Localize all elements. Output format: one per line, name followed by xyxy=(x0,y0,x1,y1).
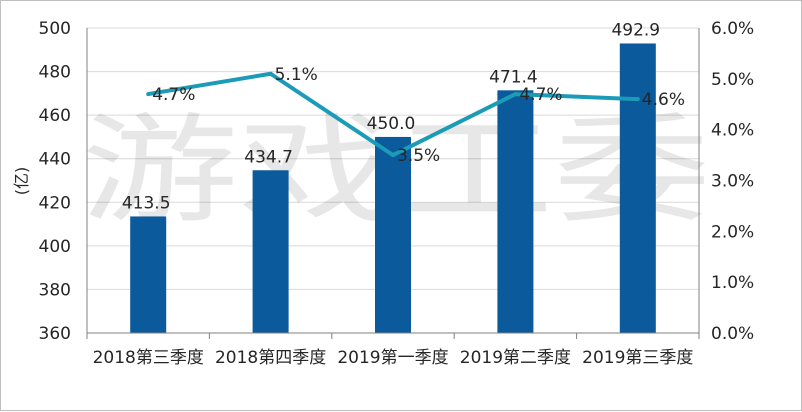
line-series xyxy=(146,71,640,158)
bar-series xyxy=(130,43,656,333)
line-value-label: 4.6% xyxy=(642,90,685,110)
bar xyxy=(252,170,289,333)
bar-value-label: 492.9 xyxy=(611,20,660,40)
bar-value-label: 413.5 xyxy=(122,193,171,213)
line-point xyxy=(391,153,395,158)
y-tick-label: 420 xyxy=(39,193,71,213)
line-point xyxy=(146,92,151,97)
x-tick-label: 2018第四季度 xyxy=(215,348,326,368)
y-tick-label: 460 xyxy=(39,106,71,126)
line-value-label: 4.7% xyxy=(519,85,562,105)
axes: 360 380 400 420 440 460 480 500 0.0% 1.0% 2.0% 3.0%… xyxy=(12,19,754,368)
y-tick-label: 360 xyxy=(39,324,71,344)
bar xyxy=(375,136,411,333)
bar-value-label: 434.7 xyxy=(244,147,293,167)
y-axis-title: (亿) xyxy=(12,167,31,196)
y-tick-label: 440 xyxy=(39,150,71,170)
bar xyxy=(130,216,167,333)
y2-tick-label: 3.0% xyxy=(711,172,754,192)
y-tick-label: 500 xyxy=(39,19,71,39)
x-tick-label: 2018第三季度 xyxy=(93,348,204,368)
bar xyxy=(619,43,656,333)
line-value-label: 3.5% xyxy=(397,146,440,166)
y2-tick-label: 4.0% xyxy=(711,121,754,141)
bar xyxy=(497,90,534,333)
line-point xyxy=(513,92,518,97)
line-point xyxy=(268,71,273,76)
line-value-label: 5.1% xyxy=(275,65,318,85)
x-tick-label: 2019第一季度 xyxy=(337,348,448,368)
line-point xyxy=(635,97,640,102)
line-value-label: 4.7% xyxy=(152,85,195,105)
y2-tick-label: 0.0% xyxy=(711,324,754,344)
y2-tick-label: 2.0% xyxy=(711,222,754,242)
y2-tick-label: 5.0% xyxy=(711,70,754,90)
data-labels: 413.5 434.7 450.0 471.4 492.9 4.7% 5.1% 3.5% 4.7… xyxy=(122,20,685,213)
y2-tick-label: 1.0% xyxy=(711,273,754,293)
x-tick-label: 2019第二季度 xyxy=(460,348,571,368)
y-tick-label: 480 xyxy=(39,63,71,83)
x-tick-label: 2019第三季度 xyxy=(582,348,693,368)
bar-value-label: 450.0 xyxy=(367,114,416,134)
y-tick-label: 380 xyxy=(39,280,71,300)
y-tick-label: 400 xyxy=(39,237,71,257)
bar-value-label: 471.4 xyxy=(489,67,538,87)
y2-tick-label: 6.0% xyxy=(711,19,754,39)
